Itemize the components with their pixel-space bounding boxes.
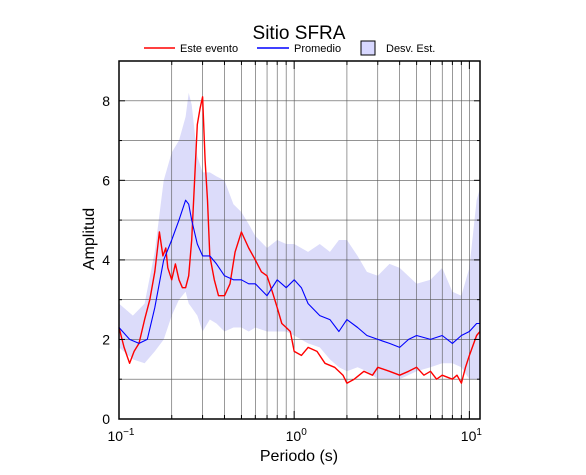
- std-dev-band: [119, 92, 480, 380]
- x-tick-label: 10−1: [108, 427, 135, 444]
- x-axis-label: Periodo (s): [260, 448, 338, 465]
- std-dev-band-layer: [119, 92, 480, 380]
- series-line-event: [118, 96, 481, 384]
- plot-border: [118, 60, 481, 420]
- legend-item-band: Desv. Est.: [360, 40, 435, 56]
- legend-item-mean: Promedio: [257, 43, 341, 55]
- x-tick-label-exponent: 1: [476, 427, 482, 438]
- y-tick-label: 0: [102, 411, 110, 427]
- x-tick-label-exponent: 0: [301, 427, 307, 438]
- y-tick-label: 4: [102, 252, 110, 268]
- ticks: [118, 60, 480, 420]
- legend-label-event: Este evento: [180, 43, 238, 55]
- y-axis-label: Amplitud: [81, 208, 98, 270]
- chart-title: Sitio SFRA: [253, 23, 346, 44]
- x-tick-label: 100: [286, 427, 308, 444]
- y-tick-label: 6: [102, 172, 110, 188]
- series-line-mean: [118, 199, 480, 348]
- legend-label-mean: Promedio: [294, 43, 341, 55]
- y-tick-label: 2: [102, 331, 110, 347]
- legend-swatch-band: [360, 40, 376, 56]
- x-tick-label: 101: [461, 427, 483, 444]
- plot-frame: [118, 60, 481, 420]
- legend: Este evento Promedio Desv. Est.: [144, 40, 435, 56]
- x-tick-label-exponent: −1: [123, 427, 135, 438]
- y-tick-label: 8: [102, 93, 110, 109]
- x-tick-label-base: 10: [461, 428, 477, 444]
- series-layer: [118, 96, 481, 384]
- x-tick-label-base: 10: [108, 428, 124, 444]
- legend-item-event: Este evento: [144, 43, 238, 55]
- legend-label-band: Desv. Est.: [386, 43, 435, 55]
- x-tick-label-base: 10: [286, 428, 302, 444]
